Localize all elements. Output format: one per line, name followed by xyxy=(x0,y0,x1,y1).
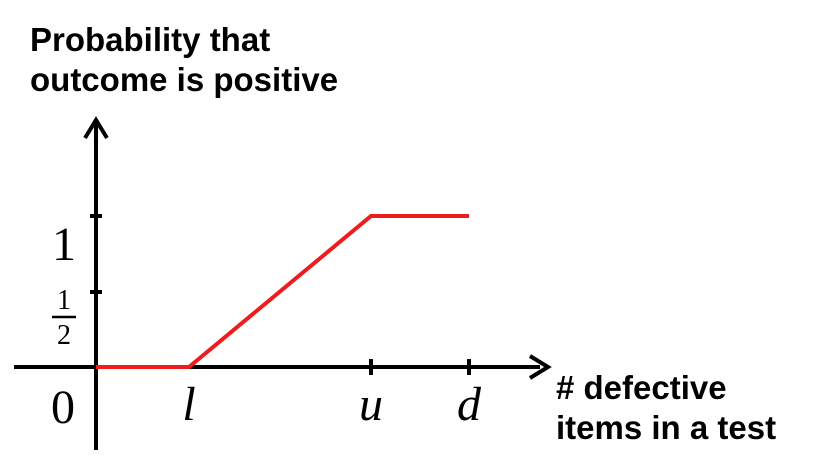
x-tick-label-d: d xyxy=(457,378,482,431)
x-axis-title-line-1: # defective xyxy=(556,369,727,406)
x-axis-title-line-2: items in a test xyxy=(556,409,777,446)
x-tick-label-u: u xyxy=(359,378,383,431)
y-axis-title-line-2: outcome is positive xyxy=(30,61,339,98)
probability-curve xyxy=(96,214,469,369)
y-tick-label-half-denominator: 2 xyxy=(57,320,71,351)
x-tick-label-l: l xyxy=(182,378,195,431)
x-axis-title: # defective items in a test xyxy=(556,368,776,448)
y-tick-label-half-numerator: 1 xyxy=(57,285,71,316)
x-axis-arrowhead xyxy=(528,354,552,380)
y-axis-arrowhead xyxy=(83,116,109,140)
y-tick-label-zero: 0 xyxy=(51,381,75,434)
y-axis-title: Probability that outcome is positive xyxy=(30,20,338,100)
y-tick-label-one: 1 xyxy=(52,218,76,271)
y-axis-title-line-1: Probability that xyxy=(30,21,271,58)
